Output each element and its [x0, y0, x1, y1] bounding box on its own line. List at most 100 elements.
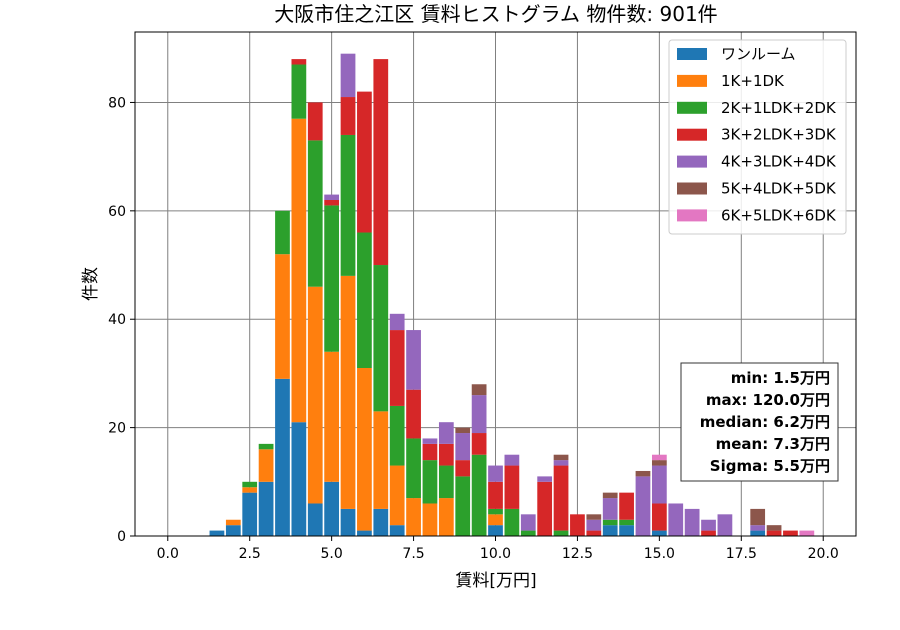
histogram-bar [553, 530, 569, 536]
histogram-bar [651, 503, 667, 531]
histogram-bar [766, 525, 782, 531]
histogram-bar [209, 530, 225, 536]
histogram-bar [291, 64, 307, 119]
histogram-bar [586, 519, 602, 531]
histogram-bar [750, 508, 766, 526]
histogram-bar [488, 514, 503, 526]
histogram-bar [225, 519, 241, 526]
histogram-bar [471, 433, 487, 455]
histogram-bar [357, 368, 372, 531]
y-axis-label: 件数 [81, 267, 101, 301]
histogram-bar [340, 508, 356, 536]
histogram-bar [619, 519, 634, 526]
histogram-bar [307, 102, 323, 141]
histogram-bar [651, 530, 667, 536]
histogram-bar [471, 395, 487, 434]
histogram-bar [373, 265, 389, 412]
histogram-bar [651, 465, 667, 504]
legend: ワンルーム 1K+1DK 2K+1LDK+2DK 3K+2LDK+3DK 4K+3LDK… [668, 39, 847, 235]
histogram-bar [504, 465, 520, 509]
histogram-bar [373, 508, 389, 536]
histogram-bar [668, 503, 684, 536]
histogram-bar [324, 194, 340, 200]
histogram-bar [242, 481, 258, 488]
histogram-bar [357, 232, 372, 368]
histogram-bar [488, 508, 503, 515]
x-tick-label: 15.0 [644, 546, 675, 562]
histogram-bar [488, 481, 503, 509]
stats-line: max: 120.0万円 [706, 391, 830, 409]
histogram-bar [389, 330, 405, 406]
histogram-bar [324, 481, 340, 536]
histogram-bar [373, 411, 389, 509]
y-tick-label: 40 [108, 312, 126, 328]
histogram-bar [242, 492, 258, 536]
histogram-bar [307, 503, 323, 536]
histogram-bar [340, 134, 356, 276]
x-tick-label: 12.5 [562, 546, 593, 562]
y-tick-label: 20 [108, 421, 126, 437]
histogram-bar [340, 275, 356, 509]
histogram-bar [651, 460, 667, 466]
stats-line: min: 1.5万円 [731, 369, 830, 387]
histogram-bar [570, 514, 585, 536]
stats-frame [680, 362, 839, 482]
x-tick-label: 10.0 [480, 546, 511, 562]
legend-swatch [677, 209, 707, 222]
histogram-bar [357, 530, 372, 536]
histogram-bar [455, 476, 471, 536]
x-axis-label: 賃料[万円] [455, 571, 536, 591]
chart-title: 大阪市住之江区 賃料ヒストグラム 物件数: 901件 [274, 2, 717, 26]
legend-label: 1K+1DK [721, 72, 785, 90]
histogram-bar [389, 405, 405, 466]
histogram-bar [504, 508, 520, 536]
x-tick-label: 7.5 [402, 546, 424, 562]
histogram-bar [701, 519, 716, 531]
histogram-bar [242, 487, 258, 493]
legend-label: 4K+3LDK+4DK [721, 153, 837, 171]
histogram-bar [684, 508, 700, 536]
histogram-bar [553, 460, 569, 466]
legend-label: 5K+4LDK+5DK [721, 180, 837, 198]
legend-swatch [677, 182, 707, 195]
legend-swatch [677, 74, 707, 87]
legend-swatch [677, 48, 707, 60]
histogram-bar [340, 53, 356, 98]
x-tick-label: 17.5 [726, 546, 757, 562]
stats-box: min: 1.5万円 max: 120.0万円 median: 6.2万円 mean:… [680, 362, 839, 482]
histogram-bar [291, 118, 307, 423]
histogram-bar [602, 525, 618, 536]
histogram-bar [275, 254, 290, 379]
histogram-bar [750, 530, 766, 536]
legend-swatch [677, 101, 707, 114]
histogram-bar [488, 525, 503, 536]
histogram-bar [635, 470, 651, 477]
histogram-bar [406, 438, 421, 499]
histogram-bar [389, 465, 405, 526]
histogram-bar [635, 476, 651, 536]
y-tick-label: 0 [117, 529, 126, 545]
histogram-bar [471, 454, 487, 536]
histogram-bar [406, 330, 421, 390]
histogram-bar [291, 59, 307, 65]
y-tick-label: 60 [108, 204, 126, 220]
histogram-bar [373, 59, 389, 266]
histogram-bar [406, 389, 421, 439]
histogram-bar [701, 530, 716, 536]
histogram-bar [324, 351, 340, 482]
histogram-bar [389, 525, 405, 536]
histogram-bar [586, 514, 602, 520]
x-tick-label: 5.0 [321, 546, 343, 562]
histogram-bar [651, 454, 667, 461]
histogram-bar [258, 443, 274, 450]
stats-line: mean: 7.3万円 [716, 435, 830, 453]
histogram-bar [291, 422, 307, 536]
legend-frame [668, 39, 847, 235]
histogram-bar [340, 97, 356, 135]
stats-line: Sigma: 5.5万円 [710, 457, 830, 475]
histogram-bar [504, 454, 520, 466]
x-axis-ticks: 0.0 2.5 5.0 7.5 10.0 12.5 15.0 17.5 20.0 [157, 536, 839, 562]
histogram-bar [258, 449, 274, 482]
histogram-bar [389, 313, 405, 331]
